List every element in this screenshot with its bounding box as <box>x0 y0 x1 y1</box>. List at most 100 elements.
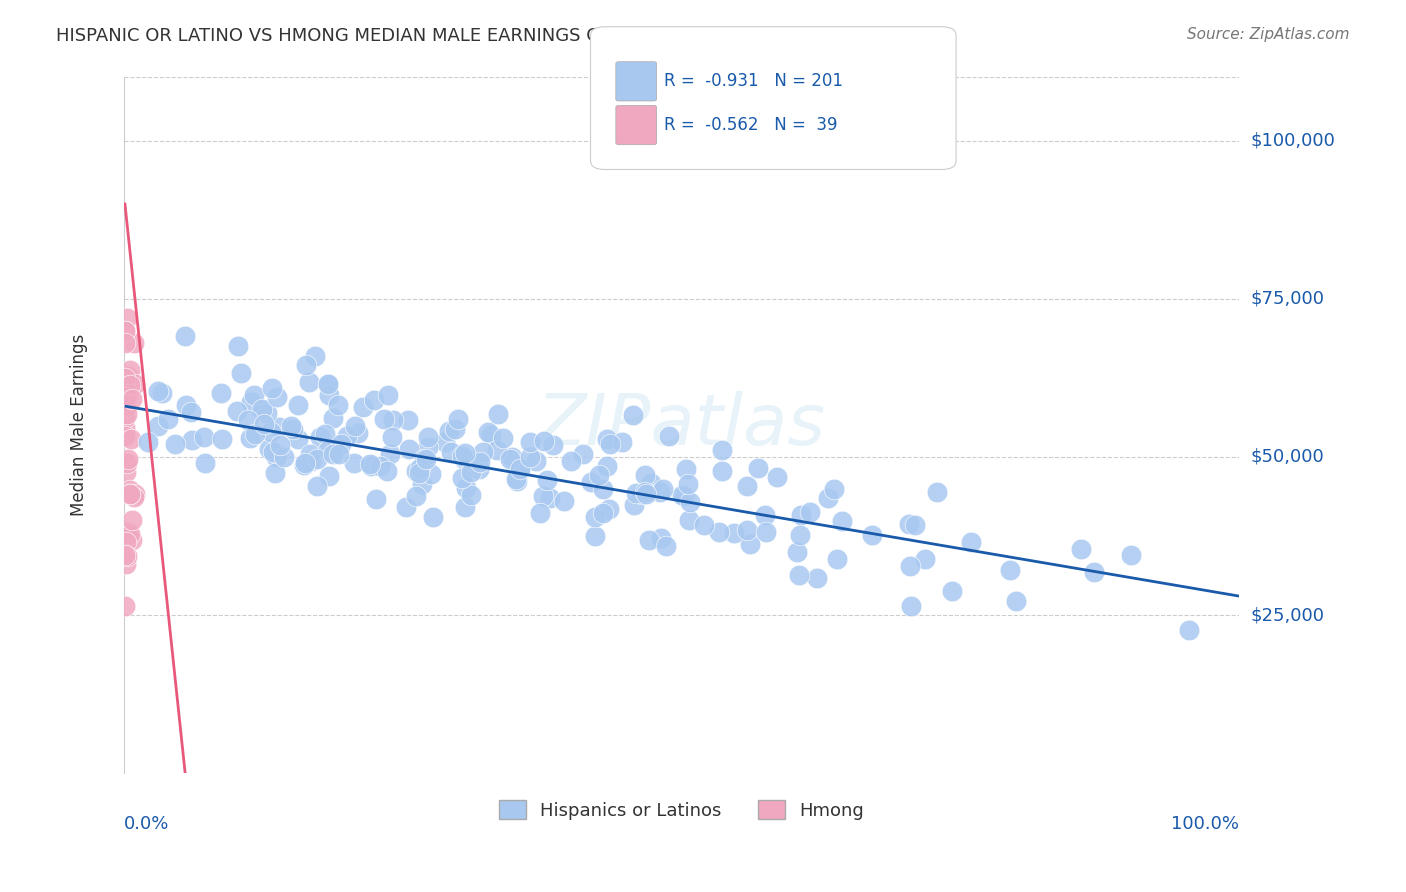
Point <box>415 452 437 467</box>
Point <box>903 517 925 532</box>
Point <box>308 429 330 443</box>
Point <box>318 468 340 483</box>
Point <box>596 432 619 446</box>
Point <box>468 461 491 475</box>
Text: Source: ZipAtlas.com: Source: ZipAtlas.com <box>1187 27 1350 42</box>
Point <box>114 324 136 338</box>
Point <box>194 456 217 470</box>
Point <box>454 446 477 460</box>
Point <box>553 494 575 508</box>
Point <box>631 487 654 501</box>
Point <box>471 445 494 459</box>
Point <box>262 445 284 459</box>
Point <box>654 540 676 554</box>
Point <box>115 390 138 404</box>
Point <box>321 441 343 455</box>
Point <box>454 500 477 514</box>
Point <box>118 378 141 392</box>
Point <box>322 447 344 461</box>
Point <box>114 370 136 384</box>
Point <box>1119 549 1142 563</box>
Point <box>156 412 179 426</box>
Text: $75,000: $75,000 <box>1250 290 1324 308</box>
Point <box>117 387 139 401</box>
Point <box>501 450 523 465</box>
Point <box>117 389 139 403</box>
Point <box>434 434 457 449</box>
Point <box>533 434 555 448</box>
Point <box>1005 593 1028 607</box>
Point <box>486 407 509 421</box>
Point <box>420 467 443 481</box>
Point <box>900 599 922 613</box>
Point <box>165 437 187 451</box>
Point <box>368 459 391 474</box>
Point <box>860 528 883 542</box>
Point <box>359 457 381 471</box>
Point <box>122 335 145 350</box>
Point <box>418 429 440 443</box>
Point <box>766 470 789 484</box>
Point <box>115 465 138 479</box>
Point <box>477 425 499 439</box>
Point <box>599 437 621 451</box>
Point <box>114 429 136 443</box>
Point <box>124 487 146 501</box>
Point <box>1178 623 1201 637</box>
Point <box>273 450 295 464</box>
Point <box>114 599 136 614</box>
Point <box>287 432 309 446</box>
Point <box>120 487 142 501</box>
Point <box>287 398 309 412</box>
Point <box>508 463 530 477</box>
Point <box>117 452 139 467</box>
Point <box>531 489 554 503</box>
Point <box>541 438 564 452</box>
Point <box>679 495 702 509</box>
Point <box>264 466 287 480</box>
Point <box>592 482 614 496</box>
Point <box>256 406 278 420</box>
Point <box>529 506 551 520</box>
Point <box>509 460 531 475</box>
Point <box>454 482 477 496</box>
Point <box>823 482 845 496</box>
Point <box>787 568 810 582</box>
Point <box>1070 541 1092 556</box>
Point <box>505 472 527 486</box>
Point <box>363 392 385 407</box>
Point <box>519 450 541 464</box>
Point <box>676 476 699 491</box>
Point <box>652 482 675 496</box>
Point <box>239 431 262 445</box>
Point <box>231 366 253 380</box>
Point <box>405 464 427 478</box>
Point <box>737 479 759 493</box>
Point <box>640 476 662 491</box>
Point <box>330 437 353 451</box>
Point <box>460 488 482 502</box>
Point <box>120 432 142 446</box>
Point <box>298 447 321 461</box>
Point <box>117 310 139 325</box>
Point <box>121 533 143 547</box>
Point <box>260 425 283 440</box>
Point <box>325 439 347 453</box>
Point <box>671 488 693 502</box>
Point <box>114 411 136 425</box>
Point <box>710 442 733 457</box>
Point <box>412 451 434 466</box>
Point <box>538 491 561 505</box>
Point <box>451 471 474 485</box>
Point <box>114 400 136 414</box>
Point <box>437 424 460 438</box>
Point <box>380 447 402 461</box>
Point <box>446 411 468 425</box>
Point <box>439 445 461 459</box>
Point <box>260 381 283 395</box>
Point <box>634 485 657 500</box>
Point <box>150 386 173 401</box>
Point <box>226 339 249 353</box>
Point <box>250 402 273 417</box>
Point <box>723 526 745 541</box>
